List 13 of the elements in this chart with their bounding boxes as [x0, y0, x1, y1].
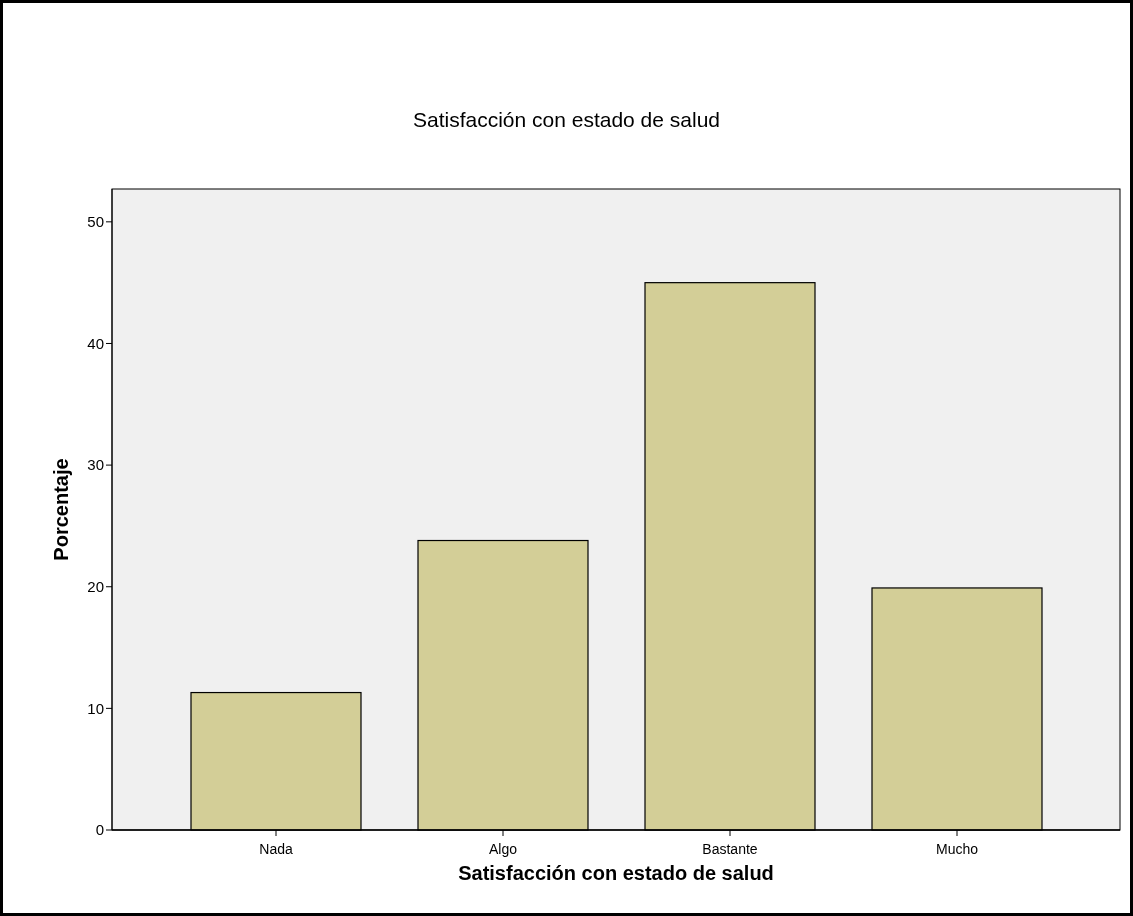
- x-tick-label: Bastante: [702, 841, 758, 857]
- y-axis-title: Porcentaje: [50, 458, 72, 561]
- x-tick-label: Algo: [488, 841, 518, 857]
- y-tick-label: 10: [87, 699, 104, 717]
- y-tick-label: 30: [87, 456, 104, 474]
- y-tick-label: 20: [87, 577, 104, 595]
- x-tick-label: Nada: [259, 841, 293, 857]
- x-tick-label: Mucho: [935, 841, 979, 857]
- y-tick-label: 50: [87, 213, 104, 231]
- y-tick-label: 0: [95, 821, 104, 839]
- y-tick-label: 40: [87, 334, 104, 352]
- chart-title: Satisfacción con estado de salud: [412, 108, 721, 131]
- x-axis-title: Satisfacción con estado de salud: [458, 862, 774, 884]
